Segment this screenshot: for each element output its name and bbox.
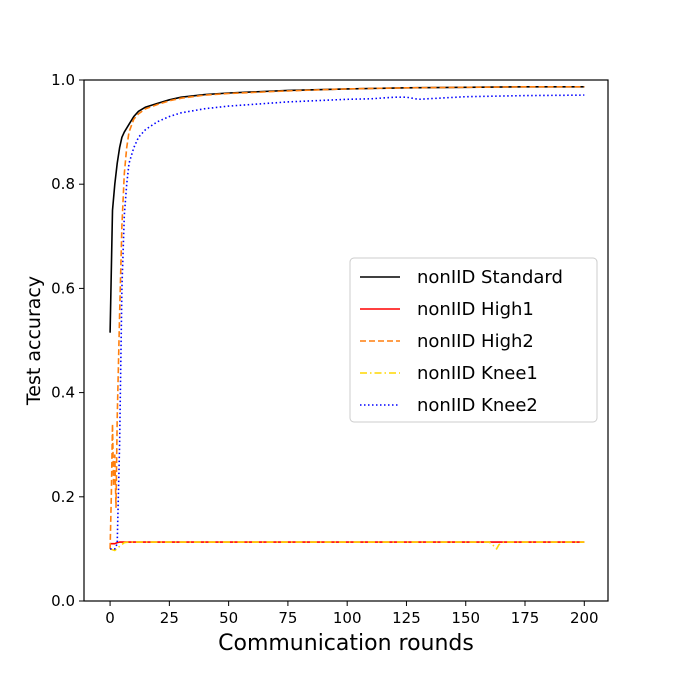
y-tick-label: 1.0	[51, 71, 75, 89]
series-line-5	[110, 94, 585, 550]
legend-label-2: nonIID High1	[417, 299, 534, 320]
y-tick-label: 0.8	[51, 175, 75, 193]
legend: nonIID Standard nonIID High1 nonIID High2 n…	[349, 257, 598, 423]
x-tick-label: 175	[511, 609, 540, 627]
series-line-3	[109, 86, 585, 549]
y-tick-label: 0.2	[51, 488, 75, 506]
y-tick-label: 0.0	[51, 592, 75, 610]
x-tick-label: 0	[105, 609, 115, 627]
plot-frame	[83, 79, 609, 602]
x-tick-label: 75	[278, 609, 297, 627]
legend-label-1: nonIID Standard	[417, 267, 563, 288]
x-tick-label: 100	[333, 609, 362, 627]
plot-lines	[109, 86, 585, 552]
series-line-4	[109, 541, 585, 552]
y-tick-label: 0.6	[51, 279, 75, 297]
y-axis-label: Test accuracy	[23, 276, 45, 406]
x-tick-label: 150	[451, 609, 480, 627]
x-tick-label: 25	[160, 609, 179, 627]
legend-label-5: nonIID Knee2	[417, 395, 538, 416]
x-axis: 0 25 50 75 100 125 150 175 200	[105, 601, 599, 627]
x-tick-label: 125	[392, 609, 421, 627]
x-tick-label: 50	[219, 609, 238, 627]
x-tick-label: 200	[570, 609, 599, 627]
y-axis: 0.0 0.2 0.4 0.6 0.8 1.0	[51, 71, 84, 610]
y-tick-label: 0.4	[51, 384, 75, 402]
legend-label-3: nonIID High2	[417, 331, 534, 352]
legend-label-4: nonIID Knee1	[417, 363, 538, 384]
x-axis-label: Communication rounds	[218, 631, 474, 656]
legend-box	[349, 257, 598, 423]
